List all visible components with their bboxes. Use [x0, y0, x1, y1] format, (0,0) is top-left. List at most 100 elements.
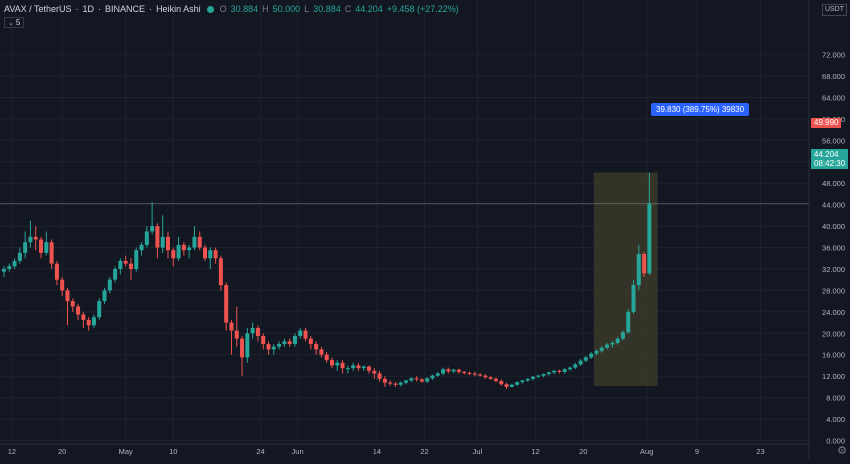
candle	[139, 242, 144, 256]
candle	[181, 242, 186, 256]
interval[interactable]: 1D	[82, 4, 95, 14]
candle-body	[599, 347, 604, 351]
candle-body	[12, 260, 17, 267]
candle-body	[81, 314, 86, 320]
candle-body	[192, 236, 197, 248]
price-tick-label: 28.000	[822, 286, 845, 295]
price-tick-label: 48.000	[822, 179, 845, 188]
symbol-legend: AVAX / TetherUS · 1D · BINANCE · Heikin …	[4, 4, 459, 14]
candle-body	[552, 370, 557, 373]
price-axis[interactable]: 72.00068.00064.00060.00056.00052.00048.0…	[822, 51, 845, 446]
price-tick-label: 20.000	[822, 329, 845, 338]
candle-body	[409, 378, 414, 381]
candle	[224, 282, 229, 331]
candle	[250, 322, 255, 339]
candle-body	[128, 263, 133, 269]
candle-body	[414, 378, 419, 380]
price-tick-label: 4.000	[826, 415, 845, 424]
candle	[314, 341, 319, 355]
candle-body	[250, 327, 255, 334]
time-tick-label: 12	[531, 447, 539, 456]
bar-countdown: 08:42:30	[814, 159, 846, 168]
candle	[218, 255, 223, 291]
candle	[393, 382, 398, 387]
candle-body	[60, 279, 65, 291]
candle-body	[245, 333, 250, 358]
candle	[229, 319, 234, 355]
candle-body	[197, 236, 202, 248]
indicators-toggle[interactable]: ⌄ 5	[4, 17, 25, 28]
candle-body	[171, 250, 176, 259]
candle	[33, 226, 38, 251]
candle	[462, 370, 467, 375]
price-tick-label: 0.000	[826, 437, 845, 446]
candle-body	[499, 381, 504, 385]
candle-body	[28, 236, 33, 243]
candle	[298, 327, 303, 339]
candle	[303, 327, 308, 342]
candle-body	[97, 301, 102, 318]
candle	[435, 371, 440, 377]
candle	[419, 378, 424, 383]
candle	[102, 287, 107, 304]
candle	[525, 378, 530, 383]
currency-label[interactable]: USDT	[821, 4, 847, 16]
candle-body	[160, 236, 165, 248]
candle	[568, 366, 573, 371]
gear-icon[interactable]: ⚙	[837, 445, 847, 457]
candle-body	[17, 252, 22, 261]
sep: ·	[149, 4, 153, 14]
candle	[91, 314, 96, 328]
candle	[398, 381, 403, 387]
open-label: O	[219, 4, 227, 14]
candle-body	[467, 372, 472, 374]
candle	[240, 335, 245, 377]
candle	[245, 327, 250, 363]
price-tick-label: 40.000	[822, 222, 845, 231]
candle-body	[594, 350, 599, 354]
candle	[377, 370, 382, 382]
candle	[308, 335, 313, 350]
candle	[70, 298, 75, 312]
candle-body	[44, 242, 49, 253]
candle	[128, 258, 133, 280]
candle	[208, 247, 213, 269]
candle-body	[39, 239, 44, 253]
candle-body	[33, 236, 38, 240]
candle-body	[393, 383, 398, 385]
candle-body	[488, 377, 493, 379]
high-label: H	[262, 4, 269, 14]
symbol-name[interactable]: AVAX / TetherUS	[4, 4, 72, 14]
candle-body	[134, 250, 139, 269]
candle	[23, 231, 28, 259]
price-tick-label: 68.000	[822, 72, 845, 81]
candle	[647, 172, 652, 275]
candle-body	[462, 371, 467, 373]
candle-body	[203, 247, 208, 259]
candle	[573, 362, 578, 370]
candle	[467, 371, 472, 376]
candle	[610, 340, 615, 348]
candle-body	[642, 253, 647, 274]
close-label: C	[344, 4, 352, 14]
measure-range-box[interactable]	[593, 172, 658, 386]
candle	[39, 236, 44, 259]
candle	[97, 298, 102, 320]
candle-body	[520, 380, 525, 383]
candle-body	[573, 364, 578, 368]
candle-body	[583, 357, 588, 361]
candle	[76, 303, 81, 320]
last-price-tag: 44.204 08:42:30	[811, 149, 849, 169]
price-tick-label: 32.000	[822, 265, 845, 274]
candle-body	[478, 374, 483, 376]
candle-body	[277, 344, 282, 347]
candle-body	[340, 362, 345, 369]
time-tick-label: 9	[695, 447, 699, 456]
candle-body	[493, 378, 498, 382]
time-axis[interactable]: 12 20 May 10 24 Jun 14 22 Jul 12 20 Aug 9 23	[8, 447, 765, 456]
candle	[28, 220, 33, 248]
candle	[409, 377, 414, 383]
candle-body	[388, 382, 393, 384]
